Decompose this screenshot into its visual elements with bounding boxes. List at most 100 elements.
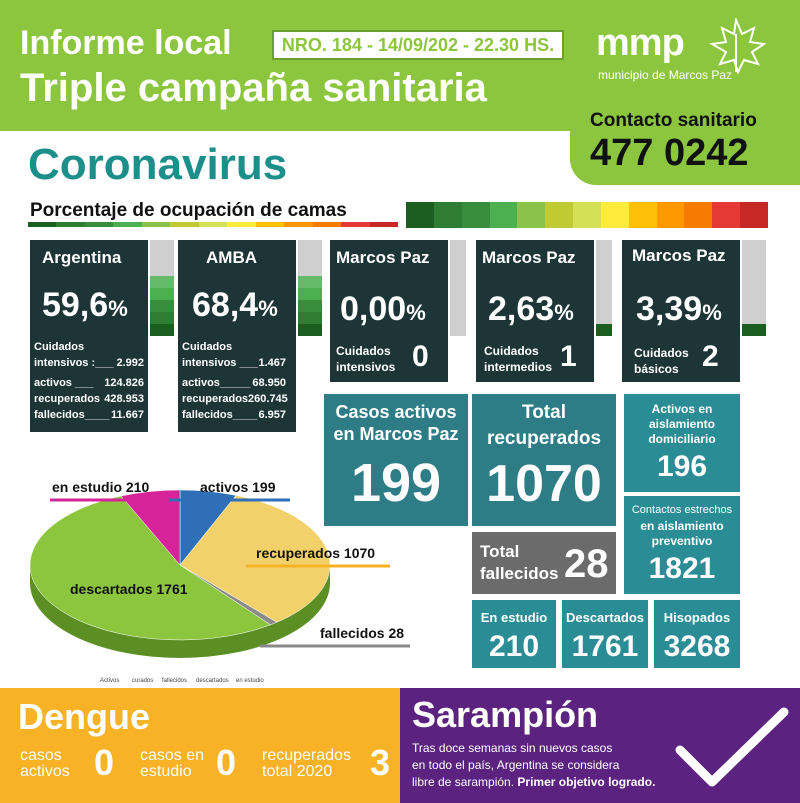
meter-segment — [596, 264, 612, 276]
sarampion-text: Tras doce semanas sin nuevos casos en to… — [412, 741, 656, 789]
stat-value: 199 — [350, 453, 442, 513]
scale-segment — [489, 202, 518, 228]
panel-argentina: Argentina 59,6% Cuidados intensivos :___… — [30, 240, 148, 432]
panel-line-0: Cuidados — [182, 341, 233, 353]
panel-line-2: activos_____ 68.950 — [182, 377, 286, 389]
stat-label: En estudio — [480, 610, 548, 625]
check-icon — [675, 707, 789, 787]
scale-segment — [517, 202, 546, 228]
stat-descartados: Descartados 1761 — [562, 600, 648, 668]
dengue-item-0-label: casos activos — [20, 747, 70, 780]
underline-segment — [141, 222, 171, 227]
occupancy-meter — [450, 240, 466, 336]
scale-segment — [712, 202, 741, 228]
stat-value: 3268 — [663, 630, 731, 663]
pie-legend-entry: descartados — [196, 678, 229, 684]
dengue-item-1-label: casos en estudio — [140, 747, 205, 780]
underline-segment — [284, 222, 313, 227]
header-title-line2: Triple campaña sanitaria — [20, 66, 487, 110]
meter-segment — [596, 312, 612, 324]
occupancy-color-scale — [406, 202, 768, 228]
pie-data-label: en estudio 210 — [52, 479, 149, 495]
panel-percent: 68,4% — [192, 286, 278, 324]
occupancy-meter — [298, 240, 322, 336]
stat-value: 210 — [488, 630, 540, 663]
panel-care-1: Cuidados — [634, 346, 689, 360]
scale-segment — [573, 202, 601, 228]
panel-line-2: activos ___ 124.826 — [34, 377, 144, 389]
underline-segment — [255, 222, 285, 227]
stat-label: aislamiento — [648, 417, 716, 431]
stat-contactos-estrechos: Contactos estrechos en aislamiento preve… — [624, 496, 740, 594]
meter-segment — [150, 300, 174, 312]
stat-value: 1761 — [571, 630, 639, 663]
meter-segment — [742, 300, 766, 312]
meter-segment — [742, 240, 766, 252]
logo-subtitle: municipio de Marcos Paz — [598, 68, 733, 82]
occupancy-meter — [150, 240, 174, 336]
meter-segment — [450, 252, 466, 264]
dengue-item-1-value: 0 — [216, 742, 237, 783]
stat-label: Hisopados — [663, 610, 731, 625]
pie-data-label: descartados 1761 — [70, 581, 188, 597]
underline-segment — [198, 222, 228, 227]
dengue-title: Dengue — [18, 696, 151, 737]
meter-segment — [450, 276, 466, 288]
scale-segment — [406, 202, 434, 228]
leaf-icon — [708, 18, 766, 74]
scale-segment — [433, 202, 462, 228]
meter-segment — [298, 240, 322, 252]
scale-segment — [656, 202, 685, 228]
panel-percent: 0,00% — [340, 290, 426, 328]
panel-line-3: recuperados 428.953 — [34, 393, 144, 405]
underline-segment — [369, 222, 399, 227]
pie-legend-entry: fallecidos — [162, 678, 187, 684]
meter-segment — [742, 252, 766, 264]
panel-region: Marcos Paz — [632, 246, 726, 265]
pie-data-label: activos 199 — [200, 479, 276, 495]
underline-segment — [84, 222, 114, 227]
meter-segment — [596, 276, 612, 288]
dengue-item-2-value: 3 — [370, 742, 391, 783]
meter-segment — [450, 324, 466, 336]
stat-label: Casos activos — [335, 402, 457, 422]
stat-total-recuperados: Total recuperados 1070 — [472, 394, 616, 526]
panel-region: Marcos Paz — [336, 248, 430, 267]
pie-slice-en-estudio — [120, 489, 181, 566]
occupancy-bar-label: Porcentaje de ocupación de camas — [30, 200, 347, 221]
stat-label: Total — [522, 402, 566, 423]
meter-segment — [298, 312, 322, 324]
pie-legend-entry: curados — [132, 678, 153, 684]
pie-side-wall — [30, 565, 330, 658]
meter-segment — [150, 312, 174, 324]
underline-segment — [28, 222, 57, 227]
panel-line-4: fallecidos____ 6.957 — [182, 409, 286, 421]
contact-phone: 477 0242 — [590, 132, 749, 174]
section-title: Coronavirus — [28, 140, 288, 189]
panel-percent: 3,39% — [636, 290, 722, 328]
meter-segment — [742, 324, 766, 336]
stat-label: Activos en — [651, 402, 713, 416]
panel-care-1: Cuidados — [484, 344, 539, 358]
meter-segment — [450, 300, 466, 312]
panel-care-2: intensivos — [336, 360, 396, 374]
panel-line-3: recuperados 260.745 — [182, 393, 288, 405]
stat-label: preventivo — [651, 534, 713, 548]
panel-care-2: básicos — [634, 362, 679, 376]
meter-segment — [450, 240, 466, 252]
meter-segment — [298, 264, 322, 276]
scale-segment — [684, 202, 713, 228]
meter-segment — [298, 324, 322, 336]
meter-segment — [742, 312, 766, 324]
panel-count: 1 — [560, 340, 577, 373]
meter-segment — [298, 288, 322, 300]
pie-chart: en estudio 210 activos 199 recuperados 107… — [29, 479, 410, 684]
pie-legend-entry: en estudio — [236, 678, 264, 684]
panel-line-1: intensivos ___ 1.467 — [182, 357, 286, 369]
panel-mp-intensivos: Marcos Paz 0,00% Cuidados intensivos 0 — [330, 240, 448, 382]
stat-label: Descartados — [565, 610, 645, 625]
stat-label: Total — [480, 542, 520, 561]
header-title-line1: Informe local — [20, 24, 232, 62]
dengue-panel: Dengue casos activos 0 casos en estudio 0 … — [0, 688, 400, 803]
meter-segment — [298, 276, 322, 288]
